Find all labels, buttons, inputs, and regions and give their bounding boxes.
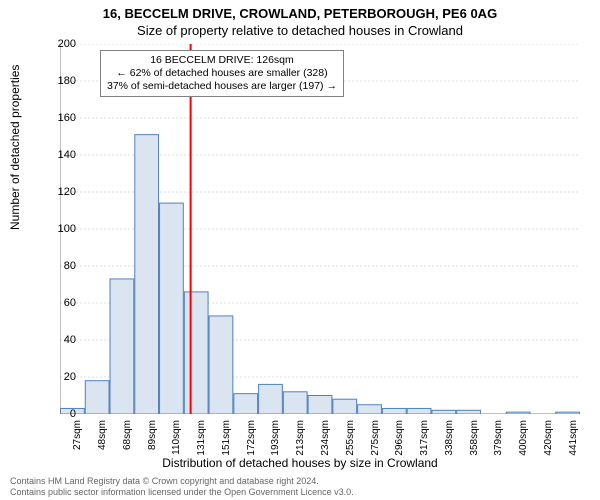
attribution-line-2: Contains public sector information licen… xyxy=(10,487,354,498)
x-tick-label: 420sqm xyxy=(543,420,554,460)
x-tick-label: 151sqm xyxy=(221,420,232,460)
x-tick-label: 296sqm xyxy=(394,420,405,460)
y-tick-label: 80 xyxy=(46,260,76,272)
x-tick-label: 48sqm xyxy=(97,420,108,460)
x-tick-label: 172sqm xyxy=(246,420,257,460)
y-tick-label: 60 xyxy=(46,297,76,309)
y-tick-label: 180 xyxy=(46,75,76,87)
chart-subtitle: Size of property relative to detached ho… xyxy=(0,21,600,38)
y-tick-label: 20 xyxy=(46,371,76,383)
y-tick-label: 0 xyxy=(46,408,76,420)
y-axis-label: Number of detached properties xyxy=(8,65,22,230)
x-tick-label: 234sqm xyxy=(320,420,331,460)
x-tick-label: 441sqm xyxy=(568,420,579,460)
x-tick-label: 68sqm xyxy=(122,420,133,460)
chart-container: 16, BECCELM DRIVE, CROWLAND, PETERBOROUG… xyxy=(0,0,600,500)
x-tick-label: 379sqm xyxy=(493,420,504,460)
x-tick-label: 27sqm xyxy=(72,420,83,460)
y-tick-label: 120 xyxy=(46,186,76,198)
x-tick-label: 275sqm xyxy=(370,420,381,460)
attribution-line-1: Contains HM Land Registry data © Crown c… xyxy=(10,476,354,487)
x-tick-label: 213sqm xyxy=(295,420,306,460)
x-tick-label: 400sqm xyxy=(518,420,529,460)
x-tick-label: 358sqm xyxy=(469,420,480,460)
annotation-line-3: 37% of semi-detached houses are larger (… xyxy=(107,80,337,93)
x-tick-label: 193sqm xyxy=(270,420,281,460)
attribution-text: Contains HM Land Registry data © Crown c… xyxy=(10,476,354,498)
x-tick-label: 110sqm xyxy=(171,420,182,460)
y-tick-label: 160 xyxy=(46,112,76,124)
property-annotation-box: 16 BECCELM DRIVE: 126sqm ← 62% of detach… xyxy=(100,50,344,97)
annotation-line-2: ← 62% of detached houses are smaller (32… xyxy=(107,67,337,80)
plot-area xyxy=(60,44,580,414)
x-tick-label: 317sqm xyxy=(419,420,430,460)
x-tick-label: 255sqm xyxy=(345,420,356,460)
x-tick-label: 338sqm xyxy=(444,420,455,460)
y-tick-label: 100 xyxy=(46,223,76,235)
histogram-svg xyxy=(60,44,580,414)
y-tick-label: 140 xyxy=(46,149,76,161)
y-tick-label: 40 xyxy=(46,334,76,346)
annotation-line-1: 16 BECCELM DRIVE: 126sqm xyxy=(107,54,337,67)
y-tick-label: 200 xyxy=(46,38,76,50)
chart-title-address: 16, BECCELM DRIVE, CROWLAND, PETERBOROUG… xyxy=(0,0,600,21)
x-tick-label: 131sqm xyxy=(196,420,207,460)
x-tick-label: 89sqm xyxy=(147,420,158,460)
